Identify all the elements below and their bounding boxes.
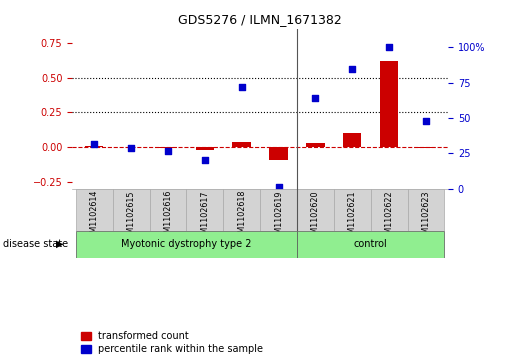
Bar [297, 189, 334, 231]
Text: Myotonic dystrophy type 2: Myotonic dystrophy type 2 [121, 239, 252, 249]
Text: GSM1102618: GSM1102618 [237, 190, 246, 243]
Point [422, 118, 430, 124]
Text: disease state: disease state [3, 239, 67, 249]
Text: GSM1102623: GSM1102623 [421, 190, 431, 244]
Point [311, 95, 319, 101]
Bar [223, 189, 260, 231]
Bar [297, 231, 444, 258]
Text: ▶: ▶ [56, 239, 63, 249]
Text: GSM1102620: GSM1102620 [311, 190, 320, 244]
Text: GSM1102617: GSM1102617 [200, 190, 209, 244]
Text: GSM1102622: GSM1102622 [385, 190, 393, 244]
Bar [76, 189, 113, 231]
Text: GSM1102619: GSM1102619 [274, 190, 283, 244]
Bar [306, 143, 324, 147]
Legend: transformed count, percentile rank within the sample: transformed count, percentile rank withi… [77, 327, 267, 358]
Bar [269, 147, 288, 160]
Text: control: control [354, 239, 387, 249]
Text: GSM1102616: GSM1102616 [163, 190, 173, 243]
Point [274, 184, 283, 190]
Bar [196, 147, 214, 150]
Point [90, 140, 98, 146]
Bar [113, 189, 149, 231]
Bar [380, 61, 398, 147]
Point [237, 84, 246, 90]
Bar [159, 147, 177, 148]
Point [385, 45, 393, 50]
Bar [334, 189, 371, 231]
Bar [85, 146, 104, 147]
Bar [371, 189, 407, 231]
Bar [232, 142, 251, 147]
Point [201, 158, 209, 163]
Text: GSM1102615: GSM1102615 [127, 190, 135, 244]
Bar [260, 189, 297, 231]
Bar [343, 133, 362, 147]
Point [164, 148, 172, 154]
Bar [417, 147, 435, 148]
Bar [76, 231, 297, 258]
Point [348, 66, 356, 72]
Title: GDS5276 / ILMN_1671382: GDS5276 / ILMN_1671382 [178, 13, 342, 26]
Text: GSM1102621: GSM1102621 [348, 190, 357, 244]
Bar [407, 189, 444, 231]
Bar [186, 189, 223, 231]
Bar [149, 189, 186, 231]
Text: GSM1102614: GSM1102614 [90, 190, 99, 243]
Point [127, 145, 135, 151]
